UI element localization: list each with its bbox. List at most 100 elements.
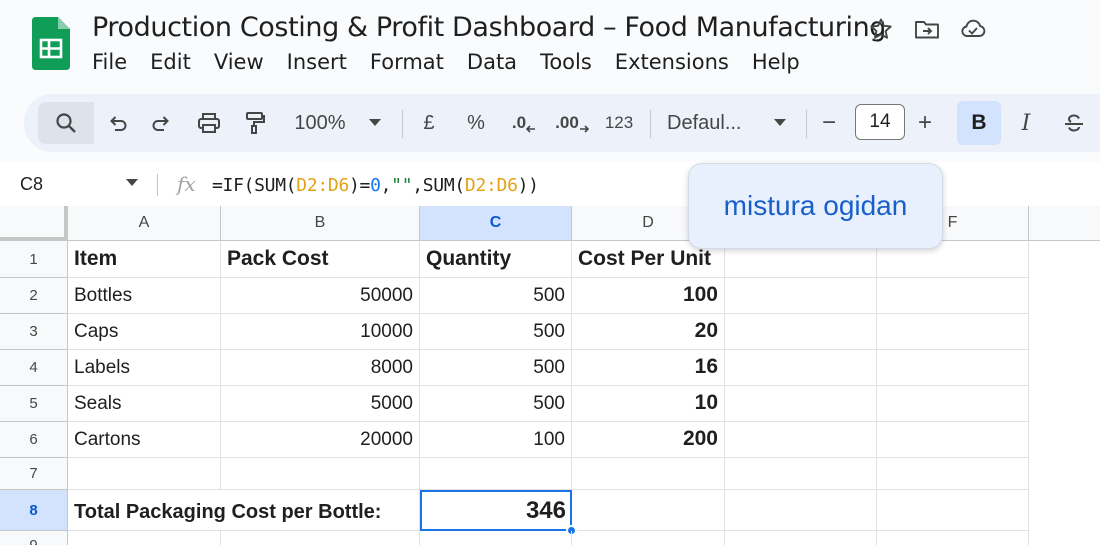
more-formats-button[interactable]: 123 (602, 94, 636, 152)
cell-e8[interactable] (725, 490, 877, 531)
cell-a1[interactable]: Item (68, 241, 221, 278)
zoom-select[interactable]: 100% (288, 94, 352, 152)
cell-b7[interactable] (221, 458, 420, 490)
increase-font-size-button[interactable]: + (913, 94, 937, 152)
menu-tools[interactable]: Tools (540, 50, 592, 74)
cell-c8-total-value[interactable]: 346 (420, 490, 572, 531)
row-header-9[interactable]: 9 (0, 531, 68, 545)
column-header-c[interactable]: C (420, 206, 572, 241)
row-header-6[interactable]: 6 (0, 422, 68, 458)
cell-d3[interactable]: 20 (572, 314, 725, 350)
menu-insert[interactable]: Insert (286, 50, 347, 74)
cell-f4[interactable] (877, 350, 1029, 386)
font-select[interactable]: Defaul... (667, 94, 757, 152)
cell-e6[interactable] (725, 422, 877, 458)
cloud-saved-icon[interactable] (958, 14, 988, 44)
cell-a5[interactable]: Seals (68, 386, 221, 422)
name-box[interactable]: C8 (20, 174, 44, 194)
cell-f9[interactable] (877, 531, 1029, 545)
row-header-1[interactable]: 1 (0, 241, 68, 278)
decrease-decimal-button[interactable]: .0 (506, 94, 542, 152)
cell-a3[interactable]: Caps (68, 314, 221, 350)
cell-c9[interactable] (420, 531, 572, 545)
cell-a8-total-label[interactable]: Total Packaging Cost per Bottle: (68, 490, 420, 531)
cell-d5[interactable]: 10 (572, 386, 725, 422)
column-header-a[interactable]: A (68, 206, 221, 241)
menu-edit[interactable]: Edit (150, 50, 191, 74)
font-dropdown-caret-icon[interactable] (769, 94, 791, 152)
currency-format-button[interactable]: £ (416, 94, 442, 152)
row-header-3[interactable]: 3 (0, 314, 68, 350)
cell-c7[interactable] (420, 458, 572, 490)
row-header-5[interactable]: 5 (0, 386, 68, 422)
cell-c3[interactable]: 500 (420, 314, 572, 350)
cell-b4[interactable]: 8000 (221, 350, 420, 386)
cell-d2[interactable]: 100 (572, 278, 725, 314)
row-header-8[interactable]: 8 (0, 490, 68, 531)
cell-b9[interactable] (221, 531, 420, 545)
decrease-font-size-button[interactable]: − (817, 94, 841, 152)
italic-button[interactable]: I (1014, 94, 1038, 152)
increase-decimal-button[interactable]: .00 (552, 94, 592, 152)
cell-c6[interactable]: 100 (420, 422, 572, 458)
strikethrough-button[interactable] (1060, 94, 1088, 152)
cell-e9[interactable] (725, 531, 877, 545)
cell-b1[interactable]: Pack Cost (221, 241, 420, 278)
cell-b2[interactable]: 50000 (221, 278, 420, 314)
menu-format[interactable]: Format (369, 50, 444, 74)
menu-view[interactable]: View (213, 50, 264, 74)
cell-f3[interactable] (877, 314, 1029, 350)
cell-a6[interactable]: Cartons (68, 422, 221, 458)
cell-b5[interactable]: 5000 (221, 386, 420, 422)
cell-f7[interactable] (877, 458, 1029, 490)
zoom-dropdown-caret-icon[interactable] (364, 94, 386, 152)
cell-e3[interactable] (725, 314, 877, 350)
sheets-logo-icon[interactable] (32, 17, 70, 70)
search-menus-button[interactable] (38, 102, 94, 144)
menu-data[interactable]: Data (466, 50, 518, 74)
name-box-caret-icon[interactable] (126, 179, 138, 187)
font-size-input[interactable]: 14 (855, 104, 905, 140)
column-header-b[interactable]: B (221, 206, 420, 241)
menu-help[interactable]: Help (751, 50, 800, 74)
move-folder-icon[interactable] (912, 14, 942, 44)
cell-d4[interactable]: 16 (572, 350, 725, 386)
print-button[interactable] (194, 94, 224, 152)
row-header-2[interactable]: 2 (0, 278, 68, 314)
cell-d6[interactable]: 200 (572, 422, 725, 458)
undo-button[interactable] (102, 94, 132, 152)
cell-c4[interactable]: 500 (420, 350, 572, 386)
cell-a7[interactable] (68, 458, 221, 490)
cell-a9[interactable] (68, 531, 221, 545)
cell-f1[interactable] (877, 241, 1029, 278)
formula-input[interactable]: =IF(SUM(D2:D6)=0,"",SUM(D2:D6)) (212, 175, 539, 196)
cell-a2[interactable]: Bottles (68, 278, 221, 314)
percent-format-button[interactable]: % (462, 94, 490, 152)
cell-c2[interactable]: 500 (420, 278, 572, 314)
document-title[interactable]: Production Costing & Profit Dashboard – … (92, 12, 887, 43)
cell-f5[interactable] (877, 386, 1029, 422)
cell-b6[interactable]: 20000 (221, 422, 420, 458)
cell-f8[interactable] (877, 490, 1029, 531)
cell-f2[interactable] (877, 278, 1029, 314)
menu-extensions[interactable]: Extensions (614, 50, 729, 74)
cell-d7[interactable] (572, 458, 725, 490)
select-all-corner[interactable] (0, 206, 68, 241)
cell-e7[interactable] (725, 458, 877, 490)
cell-f6[interactable] (877, 422, 1029, 458)
row-header-7[interactable]: 7 (0, 458, 68, 490)
cell-d1[interactable]: Cost Per Unit (572, 241, 725, 278)
cell-e4[interactable] (725, 350, 877, 386)
cell-c5[interactable]: 500 (420, 386, 572, 422)
cell-e2[interactable] (725, 278, 877, 314)
redo-button[interactable] (147, 94, 177, 152)
row-header-4[interactable]: 4 (0, 350, 68, 386)
cell-d8[interactable] (572, 490, 725, 531)
cell-e1[interactable] (725, 241, 877, 278)
bold-button[interactable]: B (957, 101, 1001, 145)
cell-a4[interactable]: Labels (68, 350, 221, 386)
cell-d9[interactable] (572, 531, 725, 545)
cell-c1[interactable]: Quantity (420, 241, 572, 278)
paint-format-button[interactable] (240, 94, 270, 152)
column-header-g[interactable] (1029, 206, 1100, 241)
